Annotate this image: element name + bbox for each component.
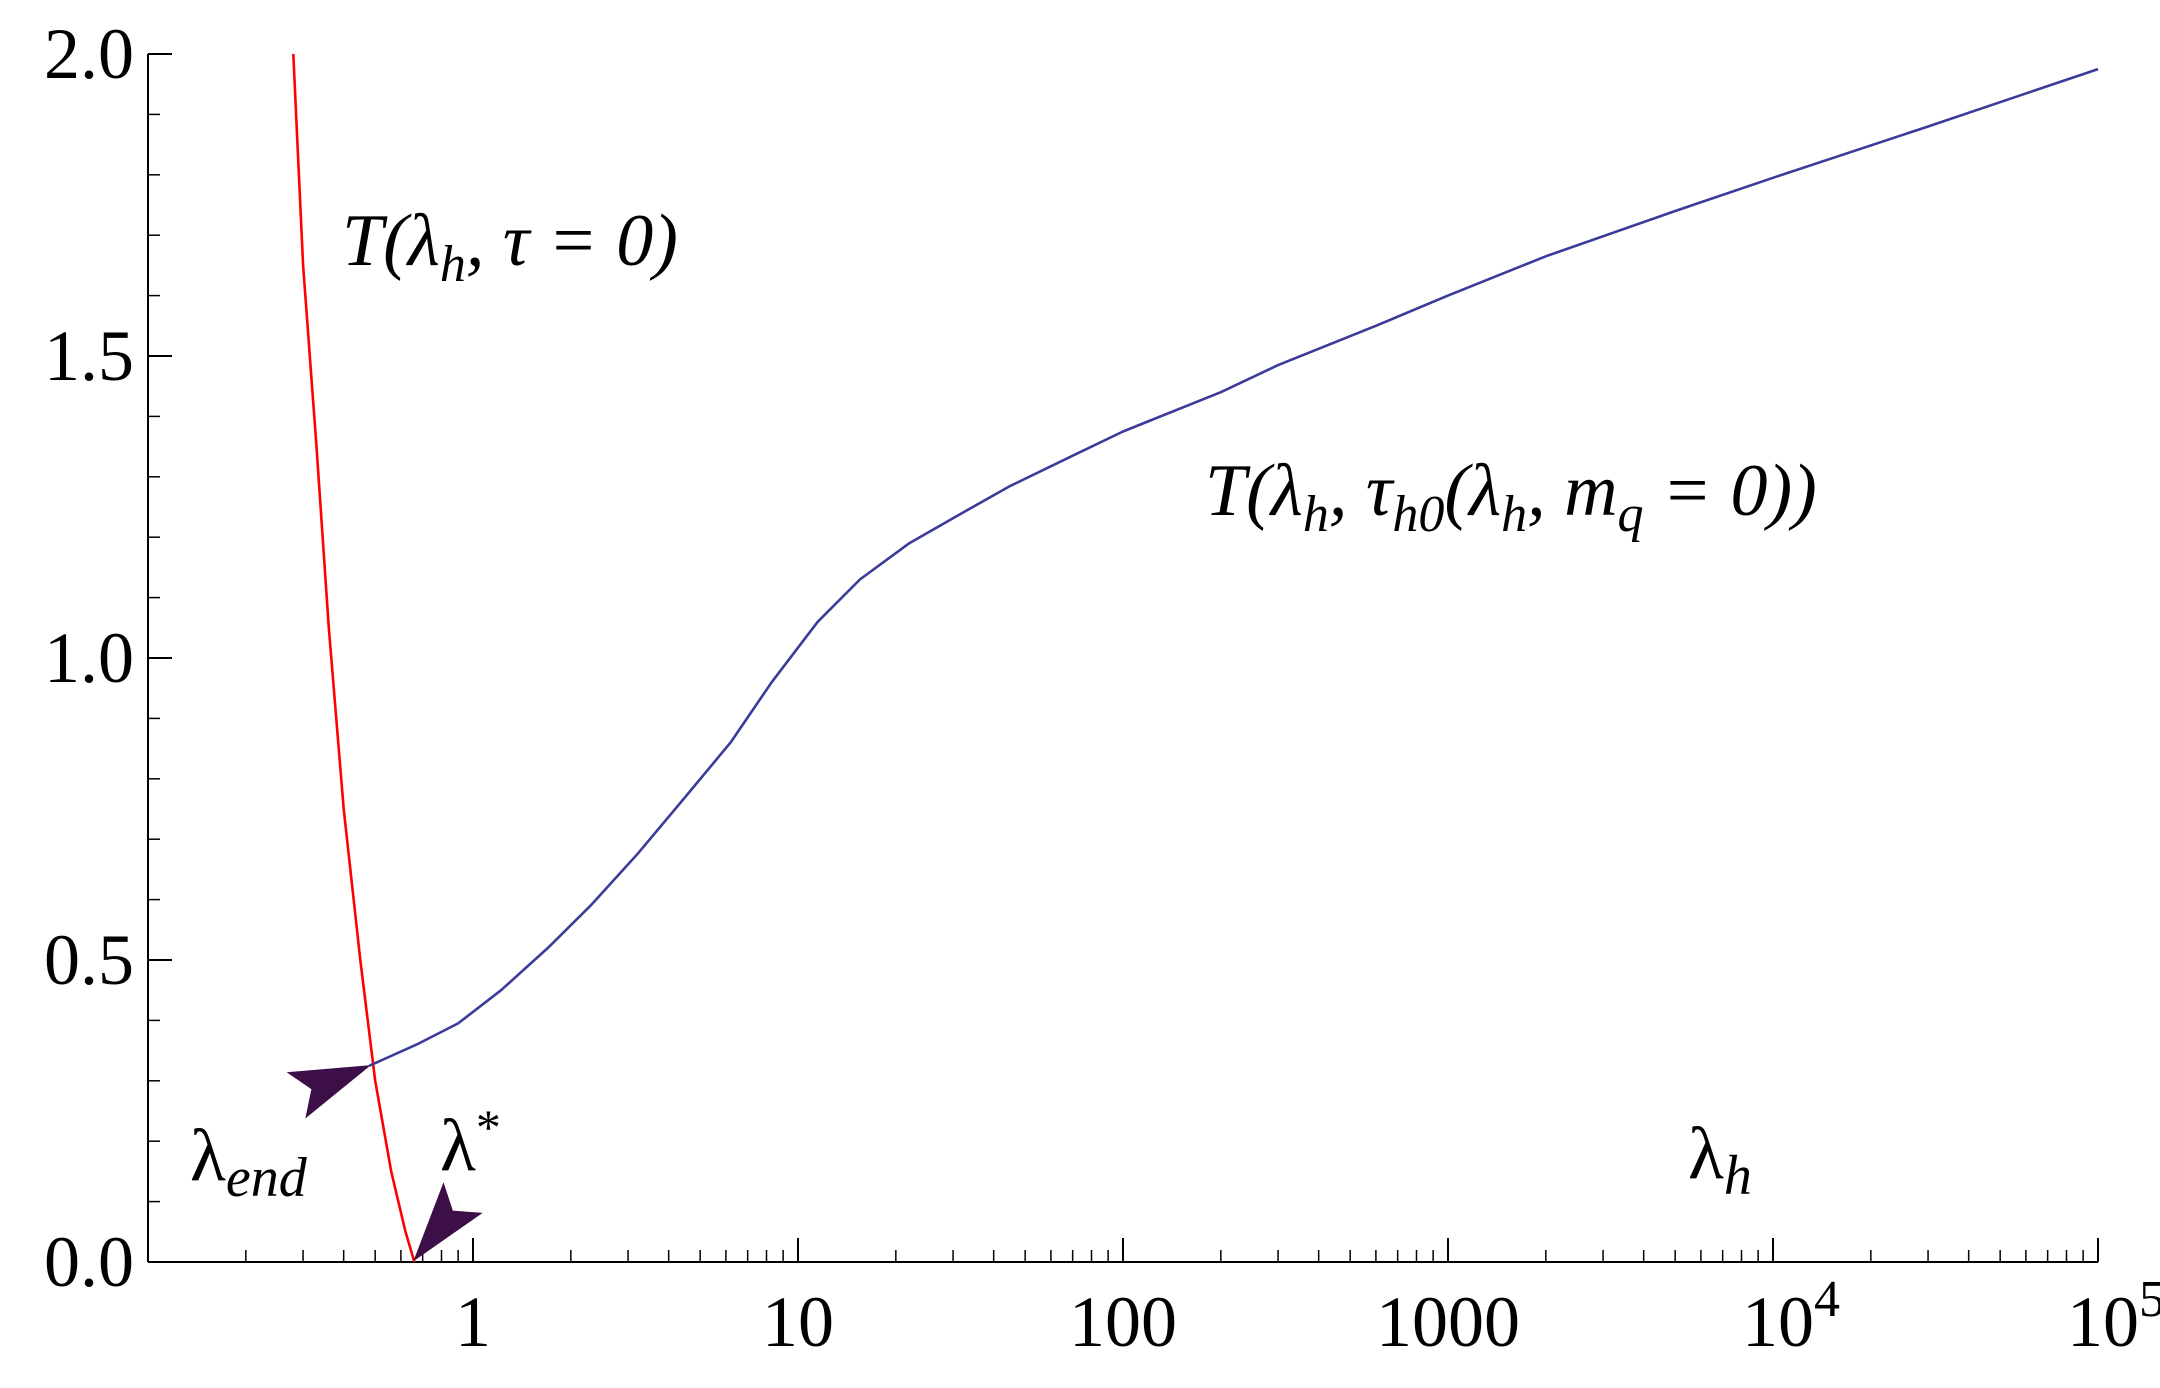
x-tick-label: 1 bbox=[455, 1282, 491, 1362]
series-layer bbox=[292, 53, 2099, 1263]
y-tick-label: 1.5 bbox=[44, 316, 134, 396]
series-line-1 bbox=[292, 53, 416, 1263]
label-red-curve: T(λh, τ = 0) bbox=[342, 200, 678, 293]
lambda-star-arrow bbox=[413, 1182, 483, 1262]
series-line-2 bbox=[368, 67, 2099, 1067]
lambda-end-arrow bbox=[286, 1065, 371, 1119]
y-tick-label: 0.5 bbox=[44, 920, 134, 1000]
ticks: 0.0 0.5 1.0 1.5 2.0 1 10 100 1000 104 105 bbox=[44, 14, 2160, 1362]
x-tick-label: 104 bbox=[1742, 1271, 1840, 1362]
arrows bbox=[286, 1065, 483, 1262]
label-lambda-star: λ* bbox=[440, 1099, 501, 1187]
x-tick-label: 1000 bbox=[1376, 1282, 1520, 1362]
x-tick-label: 105 bbox=[2067, 1271, 2160, 1362]
y-tick-label: 2.0 bbox=[44, 14, 134, 94]
x-tick-label: 10 bbox=[762, 1282, 834, 1362]
x-tick-label: 100 bbox=[1069, 1282, 1177, 1362]
y-tick-label: 1.0 bbox=[44, 618, 134, 698]
x-axis-label: λh bbox=[1688, 1113, 1752, 1207]
label-blue-curve: T(λh, τh0(λh, mq = 0)) bbox=[1205, 450, 1817, 543]
y-tick-label: 0.0 bbox=[44, 1222, 134, 1302]
label-lambda-end: λend bbox=[190, 1115, 308, 1209]
